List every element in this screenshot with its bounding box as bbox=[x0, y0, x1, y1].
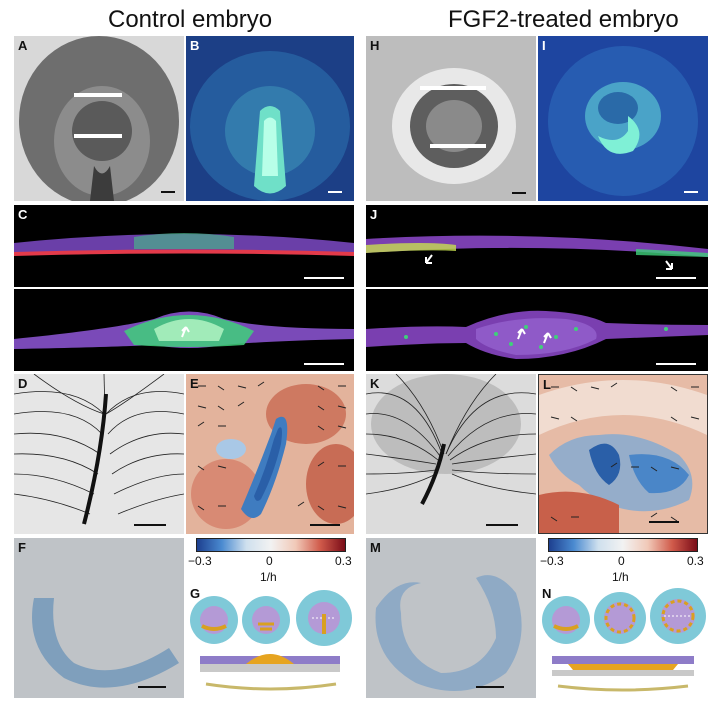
colorbar-left bbox=[196, 538, 346, 552]
panel-g-schematic: G bbox=[186, 584, 354, 698]
panel-c-section-top: C bbox=[14, 205, 354, 287]
panel-e-label: E bbox=[190, 376, 199, 391]
panel-c-section-bottom bbox=[14, 289, 354, 371]
panel-k-label: K bbox=[370, 376, 380, 391]
panel-h-label: H bbox=[370, 38, 380, 53]
panel-a-label: A bbox=[18, 38, 28, 53]
panel-j-label: J bbox=[370, 207, 378, 222]
panel-a-brightfield: A bbox=[14, 36, 184, 201]
panel-l-label: L bbox=[543, 377, 551, 392]
colorbar-right-max: 0.3 bbox=[687, 554, 704, 568]
panel-e-strain-rate-map: E bbox=[186, 374, 354, 534]
panel-h-brightfield: H bbox=[366, 36, 536, 201]
panel-i-label: I bbox=[542, 38, 546, 53]
panel-g-label: G bbox=[190, 586, 201, 601]
panel-c-label: C bbox=[18, 207, 28, 222]
panel-i-fluorescence: I bbox=[538, 36, 708, 201]
panel-j-section-top: J bbox=[366, 205, 708, 287]
colorbar-right bbox=[548, 538, 698, 552]
colorbar-left-max: 0.3 bbox=[335, 554, 352, 568]
panel-b-label: B bbox=[190, 38, 200, 53]
colorbar-left-mid: 0 bbox=[266, 554, 273, 568]
fgf2-title: FGF2-treated embryo bbox=[448, 6, 679, 33]
panel-l-strain-rate-map: L bbox=[538, 374, 708, 534]
panel-f-label: F bbox=[18, 540, 26, 555]
panel-n-schematic: N bbox=[538, 584, 708, 698]
colorbar-right-unit: 1/h bbox=[612, 570, 629, 584]
colorbar-right-mid: 0 bbox=[618, 554, 625, 568]
colorbar-right-min: −0.3 bbox=[540, 554, 564, 568]
colorbar-left-unit: 1/h bbox=[260, 570, 277, 584]
panel-d-flow-lines: D bbox=[14, 374, 184, 534]
panel-b-fluorescence: B bbox=[186, 36, 354, 201]
control-title: Control embryo bbox=[108, 6, 273, 33]
panel-j-section-bottom bbox=[366, 289, 708, 371]
colorbar-left-min: −0.3 bbox=[188, 554, 212, 568]
panel-m-label: M bbox=[370, 540, 381, 555]
panel-n-label: N bbox=[542, 586, 552, 601]
panel-d-label: D bbox=[18, 376, 28, 391]
panel-f-in-situ: F bbox=[14, 538, 184, 698]
panel-k-flow-lines: K bbox=[366, 374, 536, 534]
panel-m-in-situ: M bbox=[366, 538, 536, 698]
